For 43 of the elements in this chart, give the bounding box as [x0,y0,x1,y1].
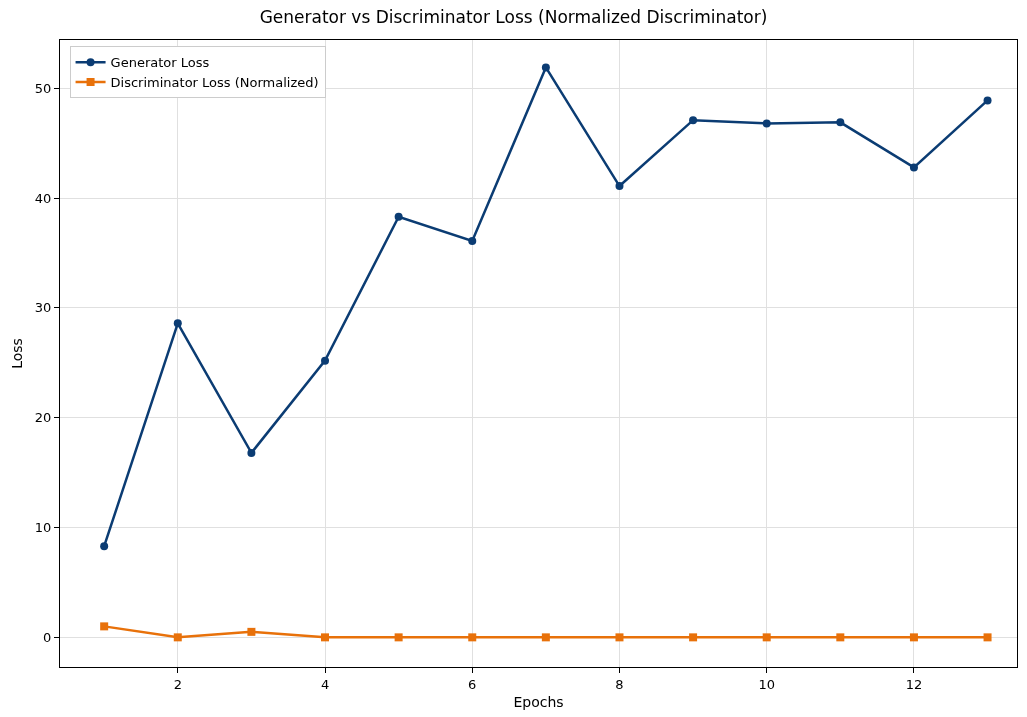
x-tick-label: 4 [320,676,330,692]
point [394,212,403,221]
x-axis-title: Epochs [513,693,564,710]
point [909,633,918,642]
point [762,633,771,642]
point [173,633,182,642]
point [468,236,477,245]
x-tick-label: 2 [173,676,182,692]
point [909,163,918,172]
point [836,118,845,127]
point [321,356,330,365]
y-axis-title: Loss [9,338,26,369]
point [247,448,256,457]
chart-title: Generator vs Discriminator Loss (Normalized Discriminator) [259,6,768,27]
y-tick-label: 0 [43,629,52,645]
x-tick-label: 12 [905,676,923,692]
point [689,633,698,642]
point [615,182,624,191]
point [394,633,403,642]
legend-label: Generator Loss [110,55,210,71]
point [762,119,771,128]
point [836,633,845,642]
point [983,96,992,105]
point [615,633,624,642]
y-tick-label: 30 [34,300,52,316]
legend-label: Discriminator Loss (Normalized) [110,75,319,91]
point [173,319,182,328]
point [541,633,550,642]
x-tick-label: 6 [468,676,477,692]
point [100,542,109,551]
y-tick-label: 20 [34,410,52,426]
x-tick-label: 10 [758,676,775,692]
point [468,633,477,642]
point [983,633,992,642]
point [321,633,330,642]
point [100,622,109,631]
y-tick-label: 50 [34,80,52,96]
y-tick-label: 10 [34,520,52,536]
x-tick-label: 8 [615,676,624,692]
point [689,116,698,125]
point [541,63,550,72]
point [247,627,256,636]
y-tick-label: 40 [34,190,52,206]
